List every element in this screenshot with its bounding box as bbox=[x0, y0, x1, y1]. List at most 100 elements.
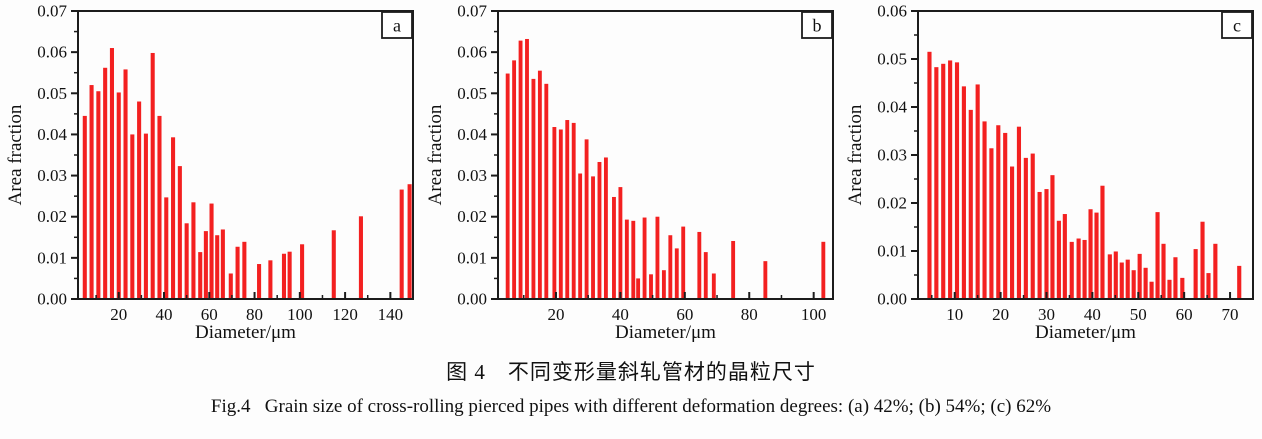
panel-label: c bbox=[1233, 16, 1241, 36]
x-tick-label: 100 bbox=[287, 305, 313, 324]
bar bbox=[655, 216, 660, 299]
bar bbox=[518, 40, 523, 300]
bar bbox=[1094, 212, 1099, 299]
bar bbox=[631, 220, 636, 299]
bar bbox=[109, 48, 114, 299]
bar bbox=[525, 38, 529, 299]
bar bbox=[642, 217, 647, 299]
bar bbox=[636, 278, 641, 299]
bar bbox=[1206, 273, 1211, 299]
y-tick-label: 0.00 bbox=[37, 290, 67, 309]
bar bbox=[300, 244, 305, 299]
bar bbox=[505, 73, 510, 299]
bar bbox=[287, 251, 292, 299]
bar bbox=[618, 187, 623, 299]
bar bbox=[989, 148, 994, 299]
y-tick-label: 0.04 bbox=[877, 98, 907, 117]
bar bbox=[331, 230, 336, 299]
bar bbox=[1200, 221, 1205, 299]
bar bbox=[209, 203, 214, 299]
y-tick-label: 0.03 bbox=[457, 166, 487, 185]
bar bbox=[531, 78, 536, 299]
bar bbox=[1137, 253, 1142, 299]
bar bbox=[982, 121, 987, 300]
x-tick-label: 120 bbox=[332, 305, 358, 324]
bars bbox=[927, 51, 1242, 300]
bar bbox=[407, 184, 412, 299]
y-axis-label: Area fraction bbox=[425, 104, 446, 205]
bar bbox=[116, 92, 121, 300]
bars bbox=[505, 38, 826, 300]
bar bbox=[177, 166, 182, 299]
panel-label: b bbox=[813, 16, 822, 36]
bar bbox=[1143, 267, 1148, 299]
bar bbox=[1069, 241, 1074, 299]
bar bbox=[1062, 214, 1067, 299]
bar bbox=[1100, 185, 1105, 299]
bar bbox=[143, 133, 148, 299]
bar bbox=[123, 69, 128, 299]
bar bbox=[711, 273, 716, 299]
x-axis-label: Diameter/μm bbox=[195, 322, 296, 343]
y-tick-label: 0.02 bbox=[37, 207, 67, 226]
x-tick-label: 10 bbox=[946, 305, 963, 324]
y-tick-label: 0.05 bbox=[457, 84, 487, 103]
axes-ticks: 0.00 0.01 0.02 0.03 0.04 0.05 0.06 0.07 20 40 60 80… bbox=[37, 2, 414, 324]
bar bbox=[281, 253, 287, 299]
bar bbox=[1030, 153, 1035, 299]
bar bbox=[697, 231, 702, 299]
y-tick-label: 0.02 bbox=[457, 207, 487, 226]
bar bbox=[996, 125, 1001, 300]
bar bbox=[603, 157, 608, 299]
bar bbox=[544, 83, 549, 299]
bar bbox=[157, 115, 162, 299]
bar bbox=[1003, 132, 1008, 299]
bar bbox=[1149, 281, 1154, 299]
bar bbox=[1213, 243, 1218, 299]
bar bbox=[927, 51, 932, 299]
x-tick-label: 60 bbox=[676, 305, 693, 324]
axes-ticks: 0.00 0.01 0.02 0.03 0.04 0.05 0.06 0.07 20 40 60 80… bbox=[457, 2, 826, 325]
y-axis-label: Area fraction bbox=[5, 104, 26, 205]
bar bbox=[731, 240, 736, 299]
bar bbox=[537, 70, 542, 299]
caption-english: Fig.4 Grain size of cross-rolling pierce… bbox=[210, 396, 1052, 417]
bar bbox=[1155, 212, 1160, 299]
bar bbox=[821, 241, 826, 299]
bar bbox=[591, 176, 595, 299]
bar bbox=[242, 241, 247, 299]
bar bbox=[1076, 238, 1081, 299]
bar bbox=[934, 67, 939, 299]
y-tick-label: 0.06 bbox=[877, 2, 907, 21]
y-tick-label: 0.02 bbox=[877, 194, 907, 213]
bar bbox=[578, 173, 583, 299]
y-tick-label: 0.07 bbox=[37, 2, 67, 21]
bar bbox=[235, 246, 240, 299]
y-tick-label: 0.06 bbox=[457, 43, 487, 62]
bar bbox=[661, 270, 666, 299]
x-tick-label: 100 bbox=[801, 305, 827, 324]
bar bbox=[1167, 279, 1172, 299]
bar bbox=[1180, 277, 1185, 299]
bar bbox=[674, 248, 679, 299]
bar bbox=[565, 120, 570, 299]
bar bbox=[597, 161, 602, 299]
bar bbox=[1161, 243, 1166, 299]
y-tick-label: 0.01 bbox=[457, 248, 487, 267]
bar bbox=[89, 85, 94, 299]
bar bbox=[220, 229, 225, 299]
y-tick-label: 0.04 bbox=[457, 125, 487, 144]
x-tick-label: 60 bbox=[201, 305, 218, 324]
bar bbox=[961, 86, 966, 299]
y-tick-label: 0.07 bbox=[457, 2, 487, 21]
x-tick-label: 40 bbox=[612, 305, 629, 324]
bar bbox=[171, 137, 176, 299]
panel-label-box bbox=[1221, 11, 1253, 39]
y-tick-label: 0.01 bbox=[877, 242, 907, 261]
bar bbox=[1125, 259, 1130, 299]
bar bbox=[975, 84, 980, 299]
x-tick-label: 40 bbox=[1084, 305, 1101, 324]
y-tick-label: 0.03 bbox=[37, 166, 67, 185]
caption-chinese: 图 4 不同变形量斜轧管材的晶粒尺寸 bbox=[446, 360, 816, 384]
